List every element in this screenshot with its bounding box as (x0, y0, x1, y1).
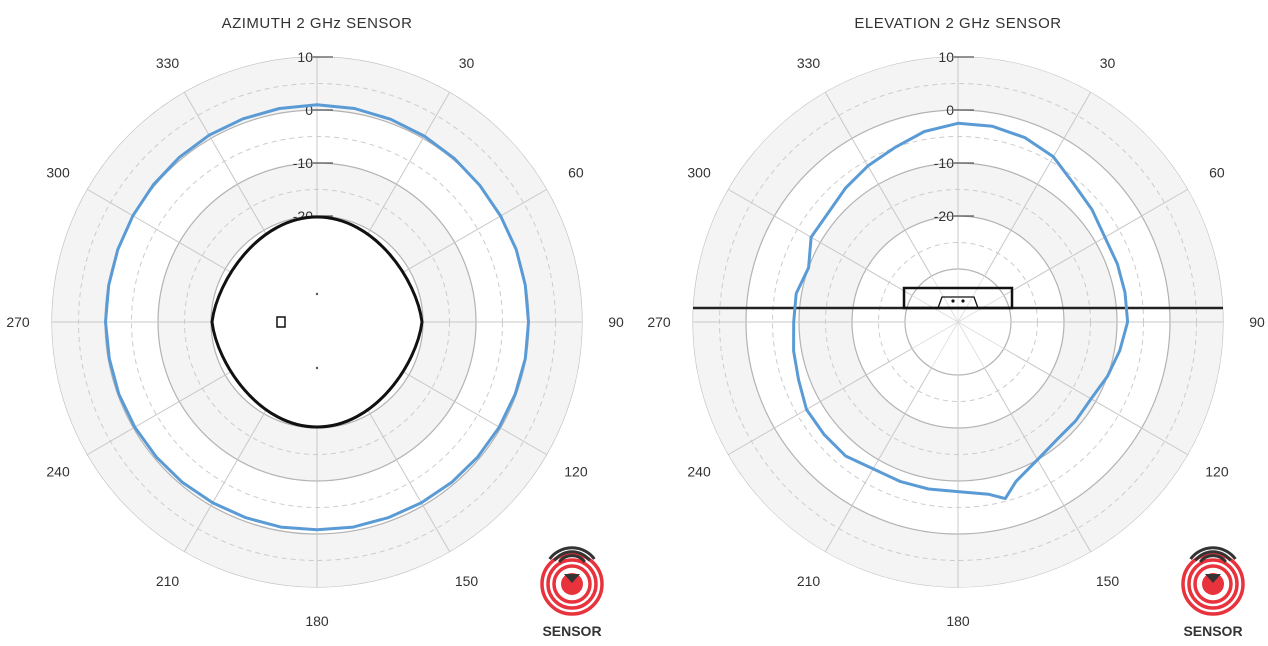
grid-spoke (984, 92, 1091, 277)
device-dot (961, 299, 965, 303)
sensor-logo: SENSOR (540, 546, 604, 639)
device-dot (315, 366, 319, 370)
angle-label: 150 (455, 573, 479, 589)
angle-label: 270 (6, 314, 30, 330)
logo-wave (548, 546, 596, 560)
angle-label: 30 (1100, 55, 1116, 71)
radial-tick-label: 0 (305, 102, 313, 118)
device-dot (315, 292, 319, 296)
grid-spoke (728, 189, 913, 296)
angle-label: 90 (1249, 314, 1265, 330)
angle-label: 30 (459, 55, 475, 71)
radial-tick-label: 10 (297, 49, 313, 65)
grid-spoke-inner (957, 275, 985, 323)
logo-ring (540, 552, 604, 616)
device-outline (210, 215, 424, 429)
logo-wave (553, 550, 591, 562)
angle-label: 240 (46, 464, 70, 480)
radial-tick-label: 10 (938, 49, 954, 65)
radial-tick-label: -20 (934, 208, 954, 224)
angle-label: 210 (797, 573, 821, 589)
logo-ring (1193, 564, 1233, 604)
logo-ring (546, 558, 598, 610)
radial-tick-label: -10 (934, 155, 954, 171)
angle-label: 120 (564, 464, 588, 480)
grid-spoke (825, 92, 932, 277)
angle-label: 330 (797, 55, 821, 71)
angle-label: 270 (647, 314, 671, 330)
series-line (792, 121, 1130, 501)
logo-text: SENSOR (1183, 623, 1242, 639)
logo-core (561, 573, 583, 595)
angle-label: 120 (1205, 464, 1229, 480)
angle-label: 90 (608, 314, 624, 330)
grid-spoke (1003, 348, 1188, 455)
grid-band (157, 162, 476, 482)
device-dot (951, 299, 955, 303)
grid-spoke (1003, 189, 1188, 296)
device-detail (937, 296, 979, 309)
radial-tick-label: 0 (946, 102, 954, 118)
angle-label: 300 (687, 165, 711, 181)
chart-title: AZIMUTH 2 GHz SENSOR (222, 15, 413, 32)
angle-label: 240 (687, 464, 711, 480)
grid-spoke (825, 367, 932, 552)
logo-wave (1199, 554, 1227, 563)
grid-spoke (728, 348, 913, 455)
logo-text: SENSOR (542, 623, 601, 639)
series-line (104, 103, 530, 532)
grid-spoke-inner (931, 275, 959, 323)
angle-label: 60 (568, 165, 584, 181)
angle-label: 330 (156, 55, 180, 71)
angle-label: 180 (305, 613, 329, 629)
grid-spoke-inner (957, 321, 985, 369)
device-outline (902, 286, 1014, 310)
radial-tick-label: -10 (293, 155, 313, 171)
logo-wave (1194, 550, 1232, 562)
angle-label: 60 (1209, 165, 1225, 181)
angle-label: 210 (156, 573, 180, 589)
logo-ring (1181, 552, 1245, 616)
logo-wave (1189, 546, 1237, 560)
angle-label: 180 (946, 613, 970, 629)
device-port (276, 316, 286, 328)
sensor-logo: SENSOR (1181, 546, 1245, 639)
angle-label: 150 (1096, 573, 1120, 589)
logo-ring (1187, 558, 1239, 610)
grid-spoke-inner (911, 321, 959, 349)
grid-spoke-inner (957, 321, 1005, 349)
grid-band (799, 163, 1117, 481)
logo-core (1202, 573, 1224, 595)
chart-title: ELEVATION 2 GHz SENSOR (854, 15, 1061, 32)
angle-label: 300 (46, 165, 70, 181)
elevation-polar-chart: ELEVATION 2 GHz SENSOR -20 -10 0 10 30 60 90 12… (647, 15, 1265, 639)
logo-pointer (564, 574, 580, 583)
logo-ring (552, 564, 592, 604)
grid-spoke-inner (931, 321, 959, 369)
logo-pointer (1205, 574, 1221, 583)
logo-wave (558, 554, 586, 563)
